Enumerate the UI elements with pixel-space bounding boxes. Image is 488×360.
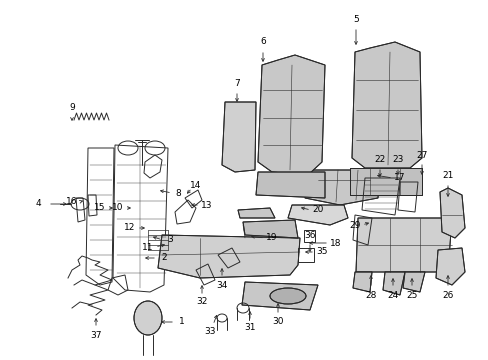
Text: 14: 14: [190, 180, 201, 189]
Text: 22: 22: [374, 156, 385, 165]
Text: 12: 12: [124, 224, 135, 233]
Text: 19: 19: [265, 234, 277, 243]
Polygon shape: [158, 235, 299, 278]
Text: 4: 4: [35, 199, 41, 208]
Text: 23: 23: [391, 156, 403, 165]
Ellipse shape: [269, 288, 305, 304]
Text: 26: 26: [442, 291, 453, 300]
Polygon shape: [402, 272, 424, 292]
Text: 3: 3: [167, 235, 173, 244]
Text: 13: 13: [201, 201, 212, 210]
Text: 2: 2: [161, 253, 166, 262]
Text: 24: 24: [386, 291, 398, 300]
Text: 8: 8: [175, 189, 181, 198]
Text: 34: 34: [216, 280, 227, 289]
Polygon shape: [258, 55, 325, 175]
Text: 37: 37: [90, 330, 102, 339]
Polygon shape: [222, 102, 256, 172]
Text: 16: 16: [66, 198, 78, 207]
Text: 27: 27: [415, 150, 427, 159]
Text: 35: 35: [316, 248, 327, 256]
Text: 10: 10: [112, 203, 123, 212]
Text: 30: 30: [272, 318, 283, 327]
Polygon shape: [256, 172, 325, 198]
Text: 36: 36: [304, 230, 315, 239]
Text: 29: 29: [348, 220, 360, 230]
Bar: [304, 230, 314, 242]
Polygon shape: [435, 248, 464, 285]
Ellipse shape: [134, 301, 162, 335]
Text: 5: 5: [352, 15, 358, 24]
Text: 11: 11: [142, 243, 153, 252]
Text: 17: 17: [393, 174, 405, 183]
Polygon shape: [305, 170, 379, 205]
Polygon shape: [349, 168, 421, 195]
Text: 1: 1: [179, 318, 184, 327]
Text: 6: 6: [260, 37, 265, 46]
Text: 7: 7: [234, 80, 240, 89]
Polygon shape: [287, 205, 347, 225]
Bar: [297, 248, 313, 262]
Text: 33: 33: [204, 328, 215, 337]
Polygon shape: [355, 218, 451, 272]
Polygon shape: [352, 272, 371, 292]
Polygon shape: [242, 282, 317, 310]
Polygon shape: [439, 188, 464, 238]
Polygon shape: [238, 208, 274, 218]
Text: 31: 31: [244, 324, 255, 333]
Text: 18: 18: [329, 238, 341, 248]
Text: 20: 20: [312, 206, 323, 215]
Text: 15: 15: [94, 203, 105, 212]
Text: 21: 21: [442, 171, 453, 180]
Text: 25: 25: [406, 291, 417, 300]
Text: 32: 32: [196, 297, 207, 306]
Polygon shape: [351, 42, 421, 168]
Text: 9: 9: [69, 104, 75, 112]
Polygon shape: [243, 220, 297, 238]
Polygon shape: [382, 272, 404, 295]
Text: 28: 28: [365, 291, 376, 300]
